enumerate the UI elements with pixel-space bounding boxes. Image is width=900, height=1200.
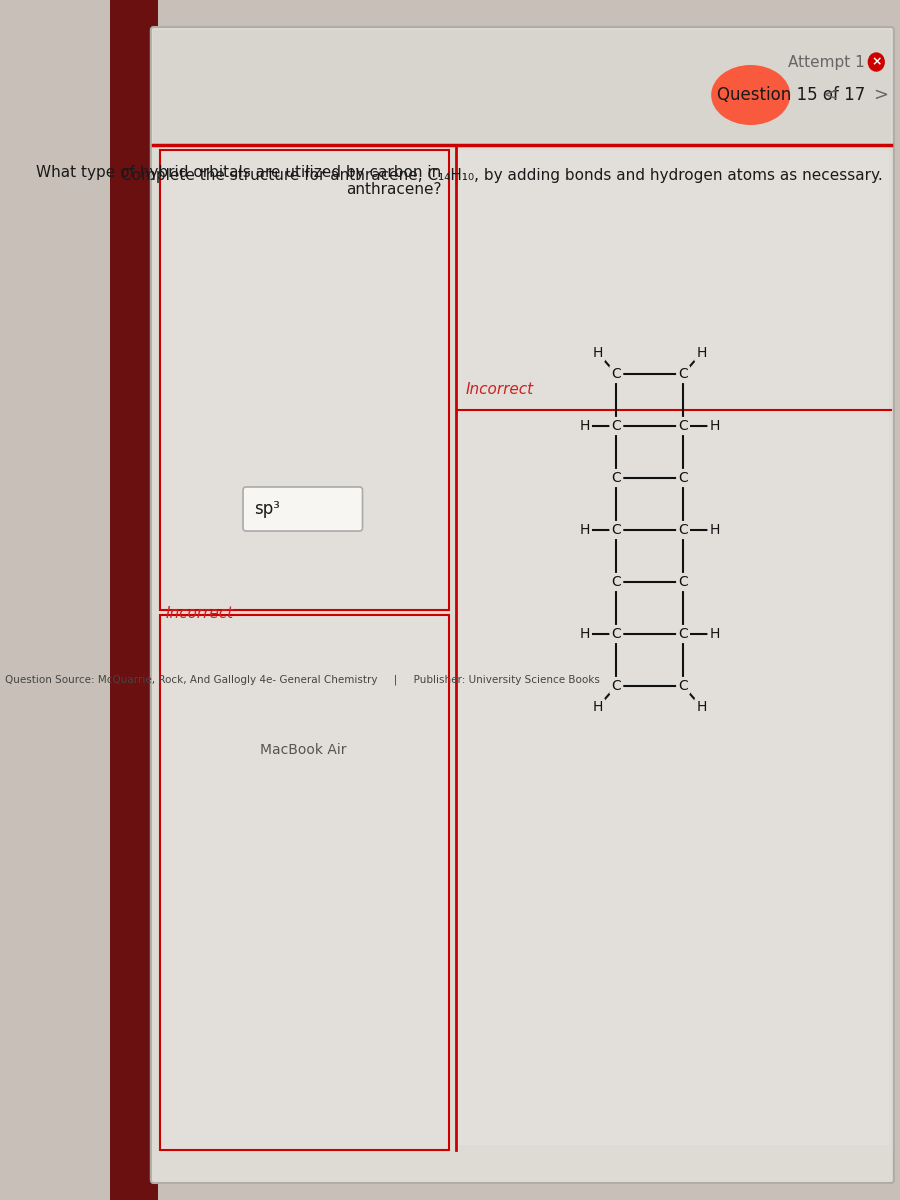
Text: C: C — [611, 626, 621, 641]
Text: C: C — [679, 679, 688, 692]
Text: H: H — [593, 700, 603, 714]
FancyBboxPatch shape — [110, 0, 158, 1200]
Text: C: C — [679, 419, 688, 433]
Text: <: < — [823, 86, 837, 104]
Text: Incorrect: Incorrect — [465, 383, 534, 397]
Text: Question 15 of 17: Question 15 of 17 — [716, 86, 865, 104]
Text: C: C — [679, 523, 688, 538]
Text: What type of hybrid orbitals are utilized by carbon in anthracene?: What type of hybrid orbitals are utilize… — [36, 164, 442, 197]
Circle shape — [868, 53, 884, 71]
Text: sp³: sp³ — [255, 500, 281, 518]
Text: C: C — [611, 419, 621, 433]
Text: Question Source: McQuarrie, Rock, And Gallogly 4e- General Chemistry     |     P: Question Source: McQuarrie, Rock, And Ga… — [5, 674, 600, 685]
Text: C: C — [611, 470, 621, 485]
FancyBboxPatch shape — [151, 26, 894, 1183]
Text: C: C — [679, 626, 688, 641]
Text: H: H — [580, 419, 590, 433]
Text: C: C — [679, 367, 688, 382]
Text: Complete the structure for anthracene, C₁₄H₁₀, by adding bonds and hydrogen atom: Complete the structure for anthracene, C… — [121, 168, 882, 182]
Text: MacBook Air: MacBook Air — [259, 743, 346, 757]
FancyBboxPatch shape — [154, 30, 891, 145]
FancyBboxPatch shape — [243, 487, 363, 530]
Text: Attempt 1: Attempt 1 — [788, 54, 865, 70]
Text: C: C — [611, 575, 621, 589]
Text: H: H — [580, 626, 590, 641]
Text: >: > — [873, 86, 888, 104]
Text: H: H — [580, 523, 590, 538]
Text: H: H — [709, 523, 720, 538]
FancyBboxPatch shape — [458, 150, 888, 1145]
Text: C: C — [679, 470, 688, 485]
Text: Incorrect: Incorrect — [166, 606, 234, 620]
Text: C: C — [611, 679, 621, 692]
Text: C: C — [679, 575, 688, 589]
Text: H: H — [593, 346, 603, 360]
Text: ×: × — [871, 55, 881, 68]
Text: C: C — [611, 523, 621, 538]
Text: C: C — [611, 367, 621, 382]
FancyBboxPatch shape — [159, 614, 449, 1150]
Text: H: H — [697, 700, 706, 714]
Text: H: H — [697, 346, 706, 360]
FancyBboxPatch shape — [159, 150, 449, 610]
Text: H: H — [709, 626, 720, 641]
Ellipse shape — [711, 65, 790, 125]
Text: H: H — [709, 419, 720, 433]
